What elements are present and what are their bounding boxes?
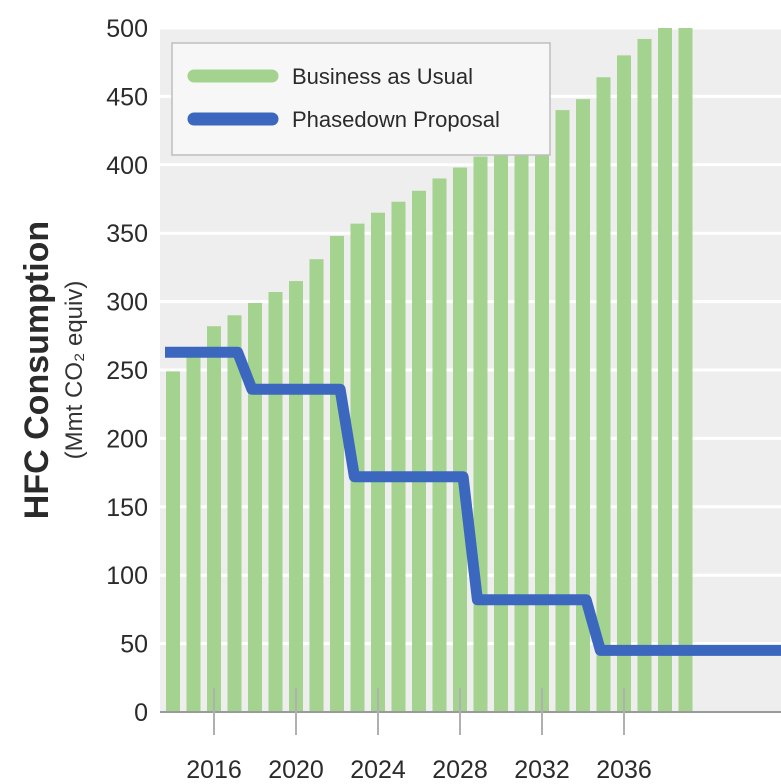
bar <box>227 315 242 712</box>
x-axis-tick-labels: 2016 2020 2024 2028 2032 2036 <box>186 688 652 784</box>
y-tick-label: 50 <box>120 631 148 659</box>
bar <box>617 55 631 713</box>
bar <box>309 259 324 712</box>
x-tick-label: 2036 <box>596 756 652 784</box>
y-axis-label: HFC Consumption <box>18 221 56 519</box>
bar <box>330 235 344 712</box>
business-as-usual-bars <box>166 28 693 713</box>
bar <box>248 302 262 712</box>
bar <box>494 145 508 712</box>
legend-label-business-as-usual: Business as Usual <box>292 64 473 89</box>
y-tick-label: 200 <box>106 425 148 453</box>
bar <box>432 178 447 713</box>
bar <box>412 190 426 713</box>
bar <box>207 326 221 712</box>
bar <box>186 356 201 712</box>
y-tick-label: 250 <box>106 357 148 385</box>
bar <box>514 133 529 712</box>
legend: Business as Usual Phasedown Proposal <box>171 42 551 156</box>
bar <box>391 201 406 712</box>
y-axis-tick-labels: 0 50 100 150 200 250 300 350 400 450 500 <box>106 15 148 727</box>
bar <box>289 281 303 712</box>
bar <box>555 110 570 712</box>
bar <box>576 99 590 713</box>
legend-label-phasedown-proposal: Phasedown Proposal <box>292 107 500 132</box>
x-tick-label: 2032 <box>514 756 570 784</box>
y-tick-label: 300 <box>106 289 148 317</box>
y-tick-label: 100 <box>106 562 148 590</box>
bar <box>473 156 488 713</box>
x-tick-label: 2016 <box>186 756 242 784</box>
bar <box>596 77 611 713</box>
phasedown-proposal-line <box>165 346 781 656</box>
y-axis-unit-label: (Mmt CO₂ equiv) <box>61 281 88 460</box>
bar <box>535 122 549 713</box>
bar <box>371 212 385 712</box>
bar <box>658 28 672 712</box>
y-tick-label: 450 <box>106 83 148 111</box>
y-tick-label: 150 <box>106 494 148 522</box>
bar <box>166 371 180 712</box>
x-tick-label: 2028 <box>432 756 488 784</box>
bar <box>637 38 652 713</box>
legend-box <box>171 42 551 156</box>
x-tick-label: 2020 <box>268 756 324 784</box>
bar <box>678 28 693 712</box>
y-tick-label: 400 <box>106 152 148 180</box>
y-tick-label: 0 <box>134 699 148 727</box>
y-tick-label: 500 <box>106 15 148 43</box>
bar <box>453 167 467 712</box>
x-tick-label: 2024 <box>350 756 406 784</box>
bar <box>268 292 283 712</box>
y-tick-label: 350 <box>106 220 148 248</box>
y-axis-title: HFC Consumption (Mmt CO₂ equiv) <box>18 221 88 519</box>
